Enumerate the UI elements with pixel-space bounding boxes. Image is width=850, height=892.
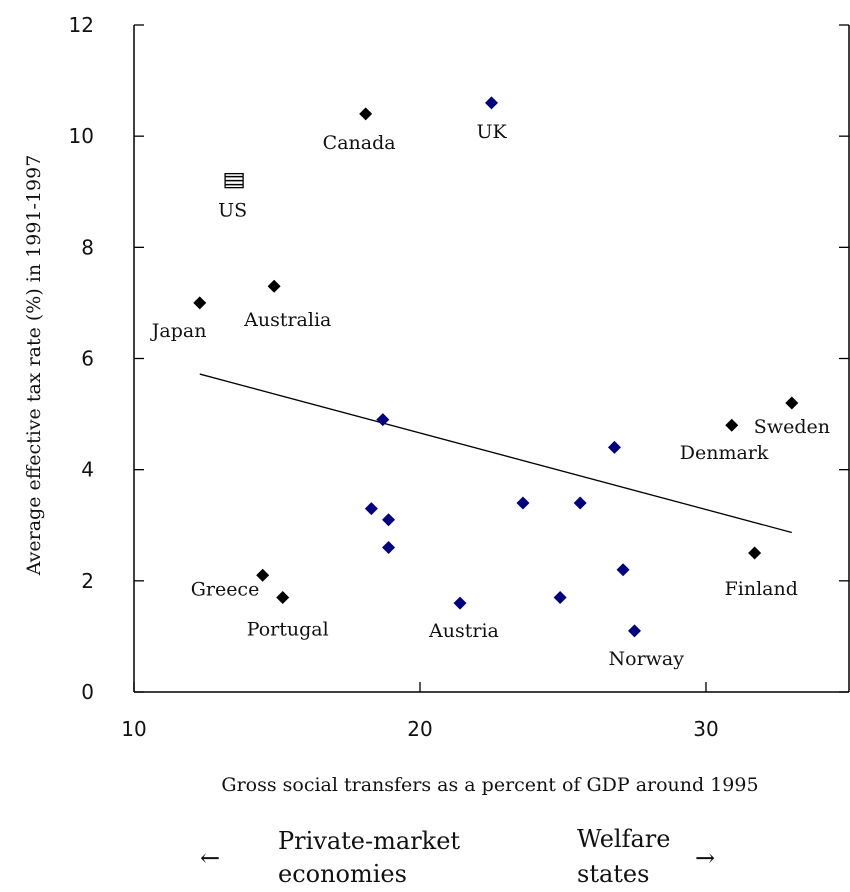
point-label-norway: Norway: [609, 648, 685, 670]
private-market-label-line1: Private-market: [278, 827, 460, 855]
y-tick-label: 4: [81, 458, 94, 482]
point-unlabeled: [573, 496, 587, 510]
point-unlabeled: [382, 540, 396, 554]
point-portugal: [276, 591, 290, 605]
point-japan: [193, 296, 207, 310]
point-unlabeled: [616, 563, 630, 577]
y-tick-label: 2: [81, 569, 94, 593]
point-austria: [453, 596, 467, 610]
point-labels: Canada UK US Japan Australia Sweden Denmark Fin…: [150, 121, 830, 670]
point-denmark: [725, 418, 739, 432]
point-label-canada: Canada: [323, 132, 396, 154]
point-norway: [628, 624, 641, 638]
x-tick-label: 10: [121, 717, 146, 741]
point-unlabeled: [364, 502, 378, 516]
welfare-states-label-line2: states: [577, 860, 649, 888]
x-tick-label: 20: [407, 717, 432, 741]
point-label-japan: Japan: [150, 320, 207, 342]
x-tick-label: 30: [693, 717, 718, 741]
point-label-us: US: [218, 200, 247, 222]
point-unlabeled: [607, 440, 621, 454]
y-axis-ticks: 0 2 4 6 8 10 12: [69, 13, 849, 704]
point-uk: [485, 96, 498, 110]
point-unlabeled: [516, 496, 530, 510]
point-unlabeled: [553, 591, 567, 605]
y-tick-label: 12: [69, 13, 94, 37]
point-label-finland: Finland: [725, 578, 798, 600]
point-label-sweden: Sweden: [754, 416, 830, 438]
x-axis-label: Gross social transfers as a percent of G…: [221, 774, 758, 796]
point-unlabeled: [382, 513, 396, 527]
point-finland: [748, 546, 762, 560]
point-sweden: [785, 396, 799, 410]
data-points: [193, 96, 799, 638]
y-tick-label: 8: [81, 235, 94, 259]
point-label-uk: UK: [477, 121, 508, 143]
point-label-greece: Greece: [191, 578, 260, 600]
y-tick-label: 0: [81, 680, 94, 704]
y-axis-label: Average effective tax rate (%) in 1991-1…: [23, 155, 45, 577]
y-tick-label: 10: [69, 124, 94, 148]
x-axis-ticks: 10 20 30: [121, 682, 719, 741]
left-arrow-icon: ←: [200, 844, 220, 872]
y-tick-label: 6: [81, 347, 94, 371]
point-greece: [256, 568, 270, 582]
point-australia: [267, 279, 281, 293]
point-label-australia: Australia: [243, 309, 331, 331]
point-canada: [359, 107, 373, 121]
point-label-portugal: Portugal: [247, 619, 329, 641]
point-unlabeled: [376, 413, 390, 427]
private-market-label-line2: economies: [278, 860, 407, 888]
point-us-flag-icon: [224, 172, 244, 189]
right-arrow-icon: →: [695, 844, 715, 872]
point-label-austria: Austria: [428, 620, 499, 642]
trend-line: [199, 373, 792, 534]
welfare-states-label-line1: Welfare: [577, 825, 670, 853]
point-label-denmark: Denmark: [680, 442, 769, 464]
